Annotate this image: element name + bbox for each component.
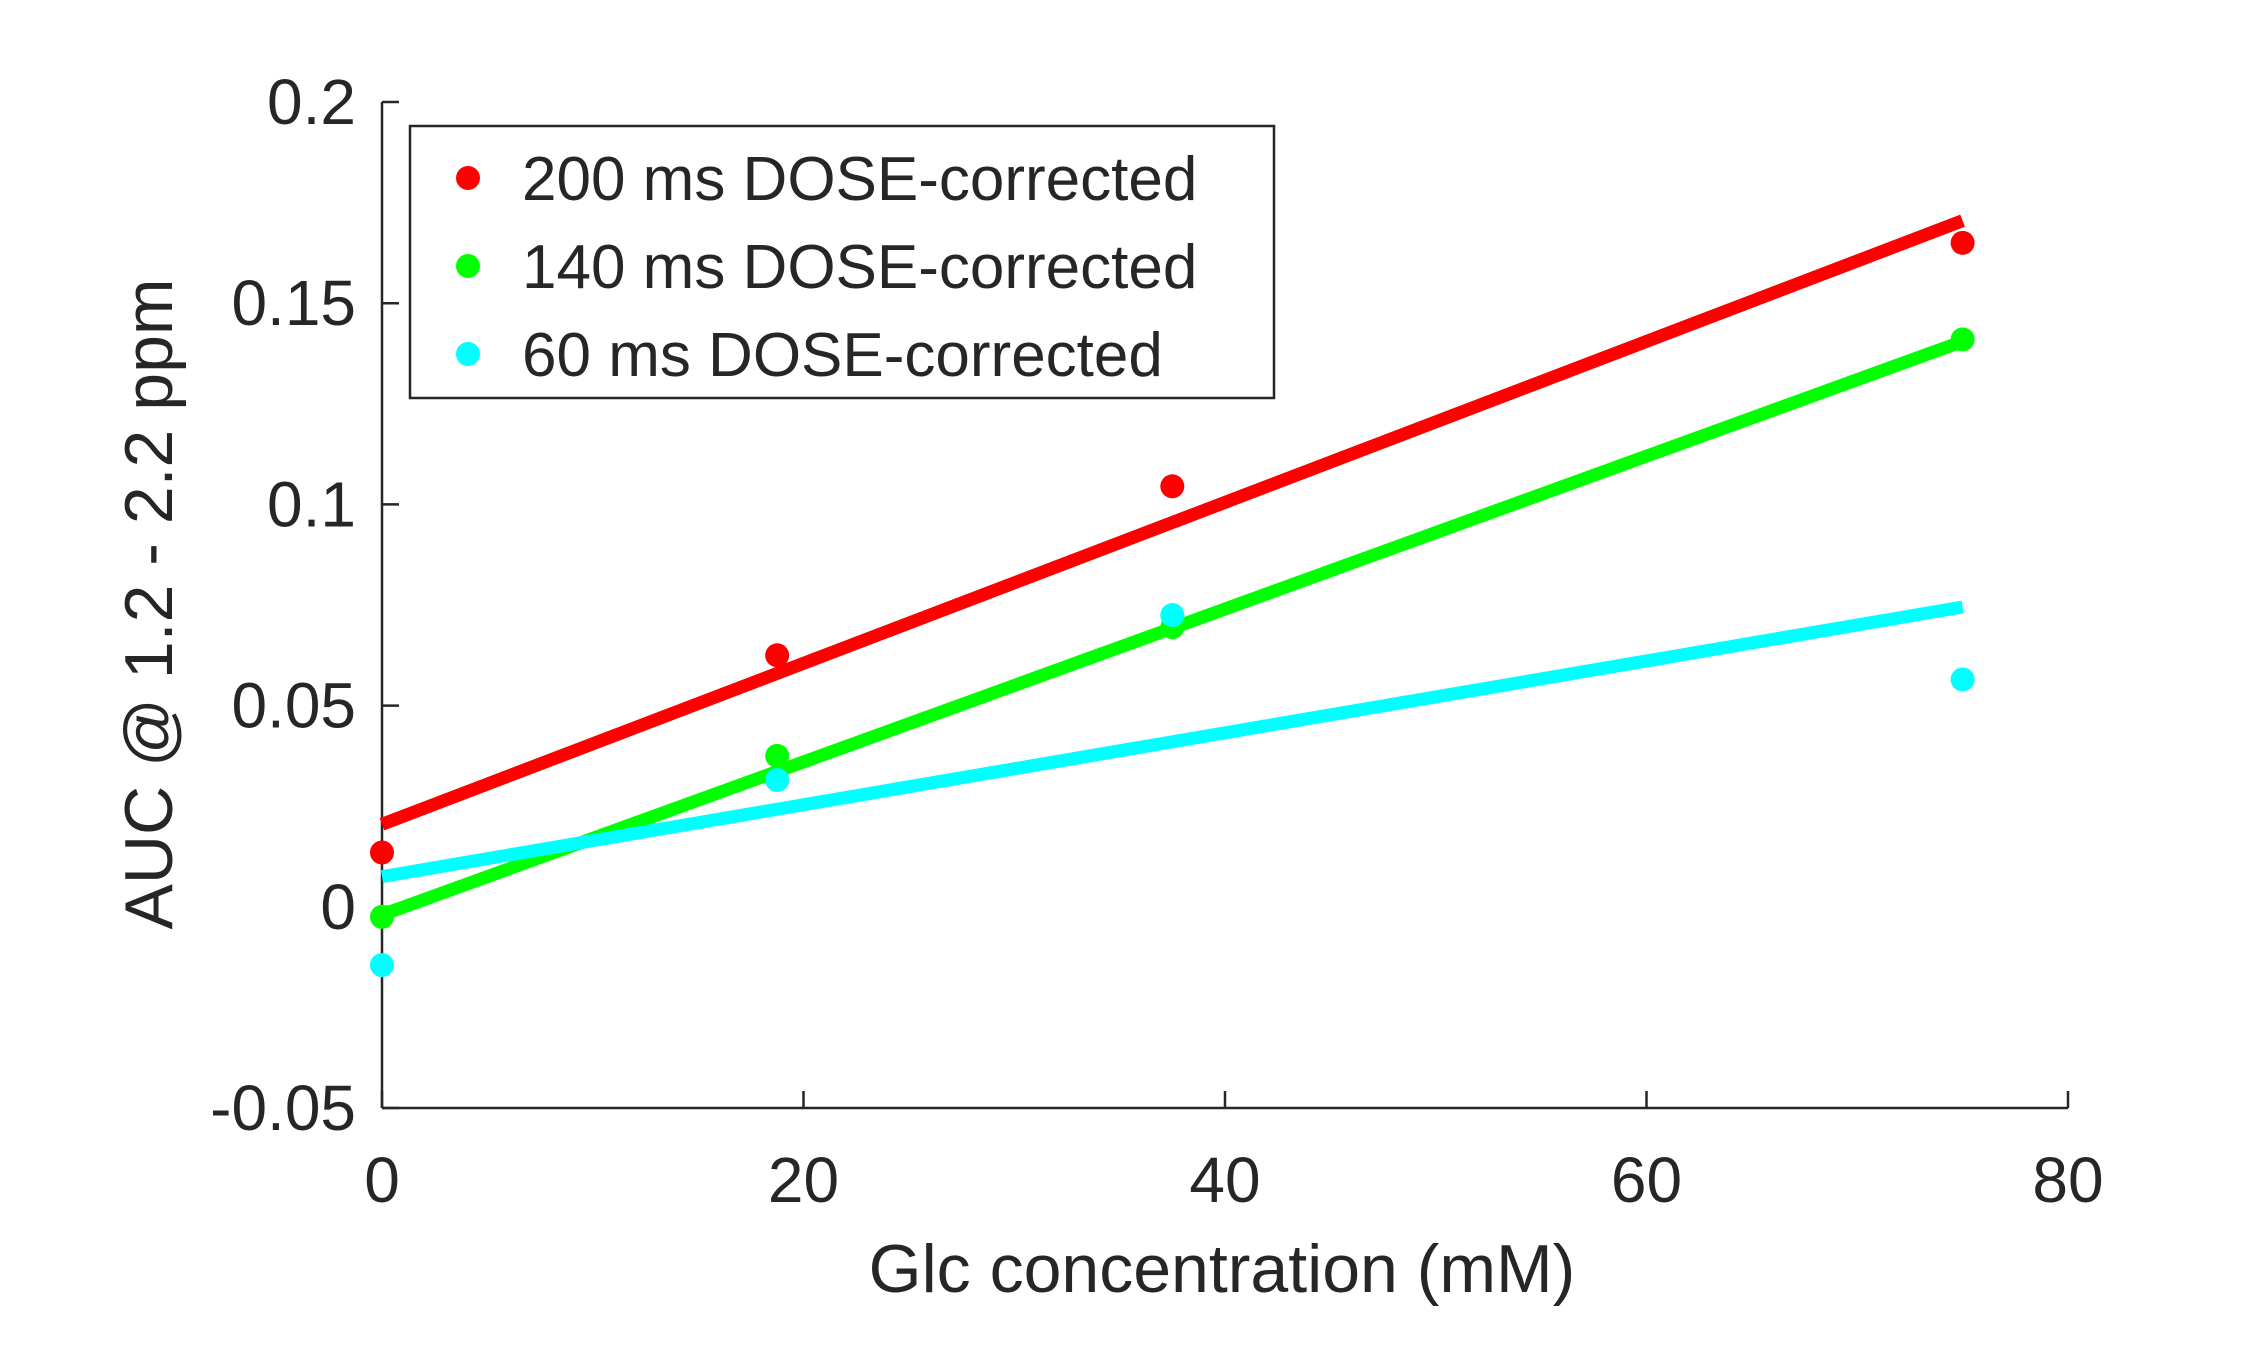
legend-marker xyxy=(456,254,480,278)
y-tick-label: 0.2 xyxy=(267,66,356,138)
data-point xyxy=(370,840,394,865)
data-point xyxy=(1950,230,1975,255)
legend-label: 140 ms DOSE-corrected xyxy=(522,233,1197,302)
data-point xyxy=(370,904,394,929)
data-point xyxy=(1160,474,1185,499)
x-axis-label: Glc concentration (mM) xyxy=(869,1231,1576,1307)
y-tick-label: 0 xyxy=(320,871,356,943)
data-point xyxy=(765,743,790,768)
y-tick-label: -0.05 xyxy=(210,1072,356,1144)
data-point xyxy=(1160,603,1185,628)
fit-line xyxy=(380,600,1964,884)
legend-label: 60 ms DOSE-corrected xyxy=(522,321,1163,390)
data-point xyxy=(1950,327,1975,352)
legend-label: 200 ms DOSE-corrected xyxy=(522,145,1197,214)
legend: 200 ms DOSE-corrected 140 ms DOSE-correct… xyxy=(408,124,1276,400)
legend-marker xyxy=(456,166,480,190)
y-tick-label: 0.1 xyxy=(267,468,356,540)
data-point xyxy=(370,953,394,978)
legend-marker xyxy=(456,342,480,366)
legend-box xyxy=(408,124,1276,400)
x-tick-label: 40 xyxy=(1189,1144,1260,1216)
y-axis-label: AUC @ 1.2 - 2.2 ppm xyxy=(111,278,187,929)
x-tick-label: 80 xyxy=(2032,1144,2103,1216)
x-tick-label: 60 xyxy=(1611,1144,1682,1216)
data-point xyxy=(1950,667,1975,692)
data-points xyxy=(370,230,1975,978)
x-tick-label: 0 xyxy=(364,1144,400,1216)
y-tick-label: 0.15 xyxy=(231,267,356,339)
y-tick-label: 0.05 xyxy=(231,670,356,742)
fit-line xyxy=(379,214,1965,831)
data-point xyxy=(765,768,790,793)
data-point xyxy=(765,643,790,668)
x-tick-label: 20 xyxy=(768,1144,839,1216)
